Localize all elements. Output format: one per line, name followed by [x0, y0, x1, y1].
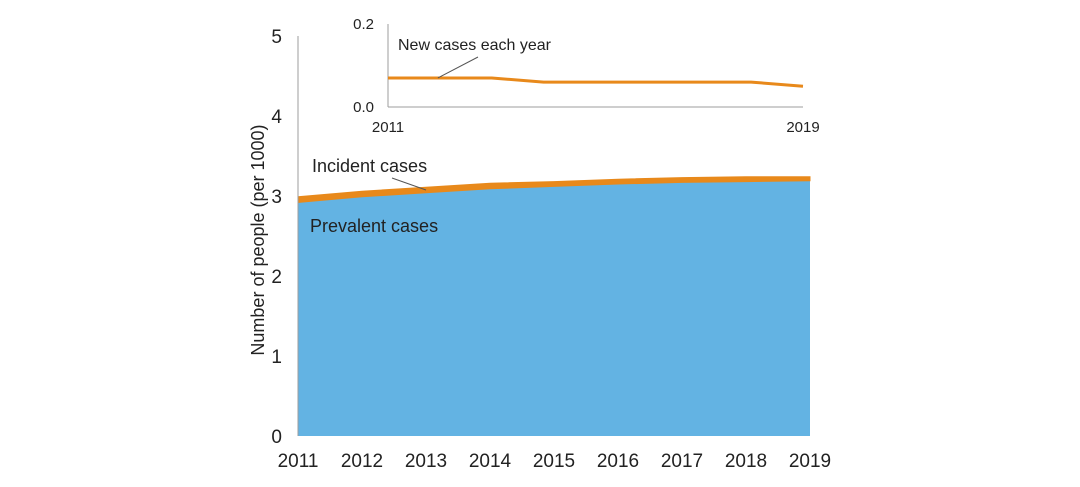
- inset-plot: 0.0 0.2 2011 2019 New cases each year: [353, 16, 820, 136]
- main-x-tick-labels: 2011 2012 2013 2014 2015 2016 2017 2018 2019: [278, 451, 832, 472]
- main-y-tick-labels: 0 1 2 3 4 5: [271, 27, 282, 448]
- main-y-tick-label: 4: [271, 107, 282, 128]
- main-y-tick-label: 2: [271, 267, 282, 288]
- new-cases-leader-line: [437, 56, 479, 79]
- inset-y-tick-label: 0.2: [353, 16, 374, 33]
- main-y-tick-label: 5: [271, 27, 282, 48]
- incident-cases-band: [297, 176, 811, 203]
- main-x-tick-label: 2017: [661, 451, 703, 472]
- main-x-tick-label: 2011: [278, 451, 319, 472]
- new-cases-line: [388, 76, 804, 88]
- main-x-tick-label: 2015: [533, 451, 575, 472]
- prevalent-cases-area: [298, 180, 810, 436]
- incident-cases-leader-line: [391, 177, 427, 191]
- prevalent-cases-label: Prevalent cases: [310, 216, 438, 236]
- inset-x-tick-label: 2019: [786, 119, 819, 136]
- inset-x-tick-labels: 2011 2019: [372, 119, 820, 136]
- main-y-tick-label: 3: [271, 187, 282, 208]
- main-x-tick-label: 2018: [725, 451, 767, 472]
- main-y-tick-label: 1: [271, 347, 282, 368]
- main-y-axis-label: Number of people (per 1000): [248, 124, 268, 355]
- main-x-tick-label: 2016: [597, 451, 639, 472]
- main-x-tick-label: 2014: [469, 451, 512, 472]
- main-x-tick-label: 2013: [405, 451, 447, 472]
- inset-x-tick-label: 2011: [372, 119, 404, 136]
- main-x-tick-label: 2012: [341, 451, 383, 472]
- new-cases-label: New cases each year: [398, 37, 552, 54]
- main-y-tick-label: 0: [271, 427, 282, 448]
- inset-y-tick-label: 0.0: [353, 99, 374, 116]
- inset-y-tick-labels: 0.0 0.2: [353, 16, 374, 116]
- incident-cases-label: Incident cases: [312, 156, 427, 176]
- main-x-tick-label: 2019: [789, 451, 831, 472]
